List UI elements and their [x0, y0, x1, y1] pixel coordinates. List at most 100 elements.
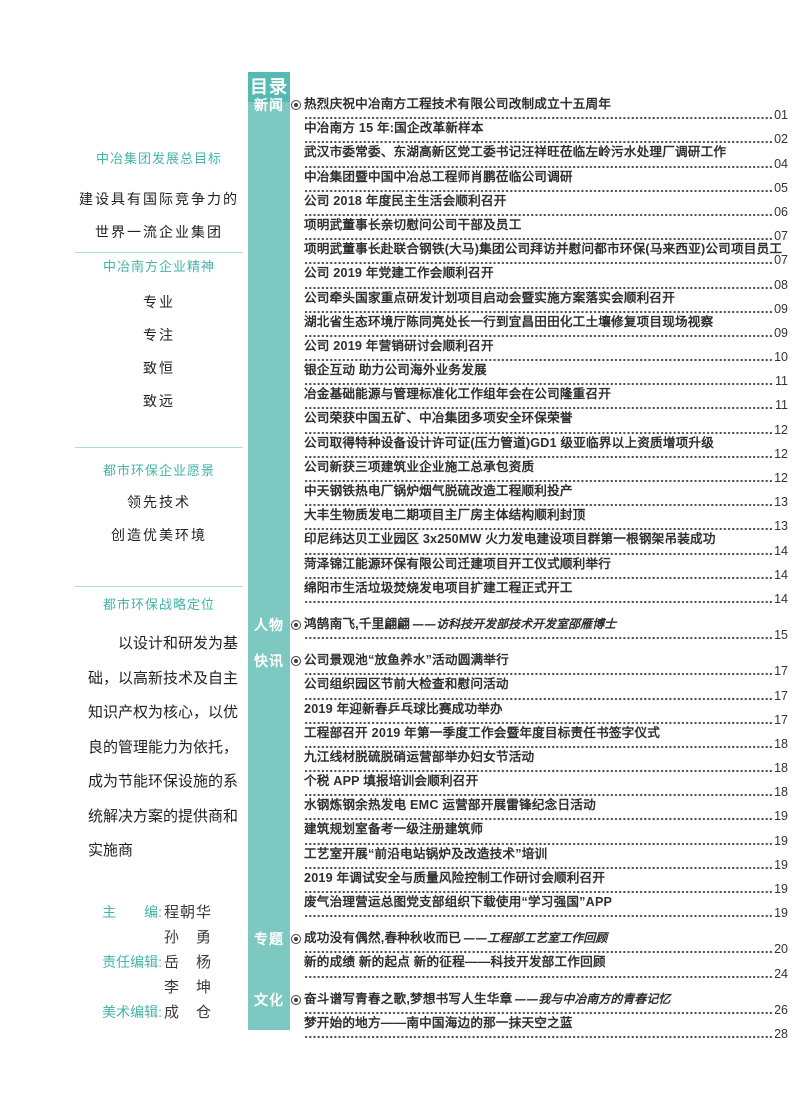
sidebar-motto-line: 致远	[143, 394, 175, 410]
page-number: 09	[774, 301, 788, 316]
toc-item: 新的成绩 新的起点 新的征程——科技开发部工作回顾 24	[304, 955, 788, 980]
editor-label: 美术编辑:	[102, 1003, 162, 1020]
fisheye-bullet-icon	[291, 656, 301, 667]
dotted-leader	[304, 1034, 773, 1039]
dotted-leader	[304, 140, 773, 145]
toc: 目录 新闻 热烈庆祝中冶南方工程技术有限公司改制成立十五周年 01 中冶南方 15 年…	[248, 72, 788, 1052]
editor-row: 孙 勇	[75, 925, 243, 950]
sidebar-paragraph-line: 统解决方案的提供商和	[88, 806, 239, 825]
leader-row: 07	[304, 229, 788, 244]
toc-item-title-row: 项明武董事长亲切慰问公司干部及员工	[304, 218, 788, 232]
page-number: 04	[774, 156, 788, 171]
page-number: 12	[774, 471, 788, 485]
section-label: 专题	[254, 931, 284, 948]
page-number: 19	[774, 857, 788, 872]
page-number: 14	[774, 567, 788, 582]
toc-item: 大丰生物质发电二期项目主厂房主体结构顺利封顶 13	[304, 508, 788, 533]
toc-item-title: 银企互动 助力公司海外业务发展	[304, 363, 487, 378]
toc-item-title: 个税 APP 填报培训会顺利召开	[304, 774, 479, 789]
leader-row: 10	[304, 351, 788, 363]
sidebar-paragraph-line: 以设计和研发为基	[118, 634, 239, 652]
dotted-leader	[304, 430, 773, 435]
toc-item-title-row: 公司组织园区节前大检查和慰问活动	[304, 677, 788, 691]
editor-label	[75, 975, 162, 1000]
dotted-leader	[304, 696, 773, 701]
toc-item-title: 项明武董事长赴联合钢铁(大马)集团公司拜访并慰问都市环保(马来西亚)公司项目员工	[304, 242, 783, 257]
dotted-leader	[304, 890, 773, 894]
toc-item: 2019 年迎新春乒乓球比赛成功举办 17	[304, 702, 788, 726]
dotted-leader	[304, 575, 773, 580]
toc-item-title: 公司取得特种设备设计许可证(压力管道)GD1 级亚临界以上资质增项升级	[304, 435, 714, 450]
editor-name: 成 仓	[164, 1003, 213, 1021]
toc-section: 新闻 热烈庆祝中冶南方工程技术有限公司改制成立十五周年 01 中冶南方 15 年:国企…	[248, 97, 788, 605]
page-number: 17	[774, 688, 788, 703]
toc-item: 九江线材脱硫脱硝运营部举办妇女节活动 18	[304, 750, 788, 774]
toc-item: 中天钢铁热电厂锅炉烟气脱硫改造工程顺利投产 13	[304, 484, 788, 508]
fisheye-bullet-icon	[291, 994, 301, 1005]
page-number: 18	[774, 785, 788, 800]
toc-item: 印尼纬达贝工业园区 3x250MW 火力发电建设项目群第一根钢架吊装成功 14	[304, 532, 788, 557]
fisheye-bullet-icon	[291, 934, 301, 945]
toc-item-title: 公司 2019 年营销研讨会顺利召开	[304, 338, 494, 353]
dotted-leader	[304, 212, 773, 217]
toc-item: 梦开始的地方——南中国海边的那一抹天空之蓝 28	[304, 1016, 788, 1040]
page-number: 17	[774, 664, 788, 679]
leader-row: 05	[304, 182, 788, 194]
leader-row: 14	[304, 567, 788, 582]
page-number: 12	[774, 446, 788, 461]
toc-item-title: 成功没有偶然,春种秋收而已	[304, 931, 462, 946]
toc-item-title-row: 项明武董事长赴联合钢铁(大马)集团公司拜访并慰问都市环保(马来西亚)公司项目员工	[304, 242, 788, 256]
leader-row: 12	[304, 423, 788, 436]
leader-row: 18	[304, 762, 788, 774]
dotted-leader	[304, 636, 773, 641]
dotted-leader	[304, 1010, 773, 1015]
toc-item-title-row: 大丰生物质发电二期项目主厂房主体结构顺利封顶	[304, 508, 788, 522]
toc-section: 专题 成功没有偶然,春种秋收而已 ——工程部工艺室工作回顾 20 新的成绩 新的起点 新…	[248, 931, 788, 980]
toc-item: 湖北省生态环境厅陈同亮处长一行到宜昌田田化工土壤修复项目现场视察 09	[304, 315, 788, 339]
toc-item-title-row: 绵阳市生活垃圾焚烧发电项目扩建工程正式开工	[304, 581, 788, 595]
leader-row: 18	[304, 785, 788, 800]
toc-item-title: 鸿鹄南飞,千里翩翩	[304, 616, 411, 631]
dotted-leader	[304, 527, 773, 532]
toc-accent-strip	[248, 72, 290, 1030]
toc-item-title-row: 废气治理营运总图党支部组织下载使用“学习强国”APP	[304, 895, 788, 909]
editor-row: 责任编辑: 岳 杨	[75, 950, 243, 975]
toc-item: 个税 APP 填报培训会顺利召开 18	[304, 774, 788, 800]
page-number: 15	[774, 628, 788, 643]
sidebar-motto-line: 创造优美环境	[111, 528, 207, 544]
sidebar-paragraph-line: 知识产权为核心，以优	[88, 703, 239, 721]
toc-item-subtitle: ——我与中冶南方的青春记忆	[514, 991, 671, 1006]
toc-item-title: 废气治理营运总图党支部组织下载使用“学习强国”APP	[304, 895, 613, 909]
sidebar-paragraph-line: 础，以高新技术及自主	[88, 668, 239, 687]
toc-item-title-row: 公司 2019 年党建工作会顺利召开	[304, 266, 788, 280]
toc-item: 公司组织园区节前大检查和慰问活动 17	[304, 677, 788, 703]
toc-item-title-row: 水钢炼钢余热发电 EMC 运营部开展雷锋纪念日活动	[304, 798, 788, 812]
toc-item-title: 九江线材脱硫脱硝运营部举办妇女节活动	[304, 749, 535, 764]
toc-item-subtitle: ——访科技开发部技术开发室邵雁博士	[412, 616, 617, 631]
leader-row: 14	[304, 544, 788, 557]
toc-item-title-row: 中天钢铁热电厂锅炉烟气脱硫改造工程顺利投产	[304, 484, 788, 498]
toc-section: 文化 奋斗谱写青春之歌,梦想书写人生华章 ——我与中冶南方的青春记忆 26 梦开始的地方…	[248, 991, 788, 1041]
leader-row: 13	[304, 520, 788, 533]
dotted-leader	[304, 116, 773, 121]
page-number: 07	[774, 229, 788, 244]
sidebar-motto-line: 致恒	[143, 361, 175, 377]
fisheye-bullet-icon	[291, 619, 301, 630]
toc-item-title: 新的成绩 新的起点 新的征程——科技开发部工作回顾	[304, 955, 606, 970]
toc-item: 公司 2019 年营销研讨会顺利召开 10	[304, 339, 788, 363]
toc-item-title-row: 2019 年调试安全与质量风险控制工作研讨会顺利召开	[304, 871, 788, 885]
toc-item-title: 中冶集团暨中国中冶总工程师肖鹏莅临公司调研	[304, 169, 573, 184]
leader-row: 12	[304, 446, 788, 461]
dotted-leader	[304, 285, 773, 290]
editor-row: 美术编辑: 成 仓	[75, 1000, 243, 1025]
toc-item-title-row: 工艺室开展“前沿电站锅炉及改造技术”培训	[304, 847, 788, 861]
sidebar-paragraph-line: 实施商	[88, 841, 134, 859]
leader-row: 17	[304, 713, 788, 726]
toc-item-title-row: 公司景观池“放鱼养水”活动圆满举行	[304, 653, 788, 667]
dotted-leader	[304, 793, 773, 798]
toc-item-title: 武汉市委常委、东湖高新区党工委书记汪祥旺莅临左岭污水处理厂调研工作	[304, 145, 727, 160]
toc-item: 工程部召开 2019 年第一季度工作会暨年度目标责任书签字仪式 18	[304, 726, 788, 750]
toc-item-title-row: 武汉市委常委、东湖高新区党工委书记汪祥旺莅临左岭污水处理厂调研工作	[304, 145, 788, 159]
toc-item-title-row: 梦开始的地方——南中国海边的那一抹天空之蓝	[304, 1016, 788, 1030]
dotted-leader	[304, 841, 773, 846]
